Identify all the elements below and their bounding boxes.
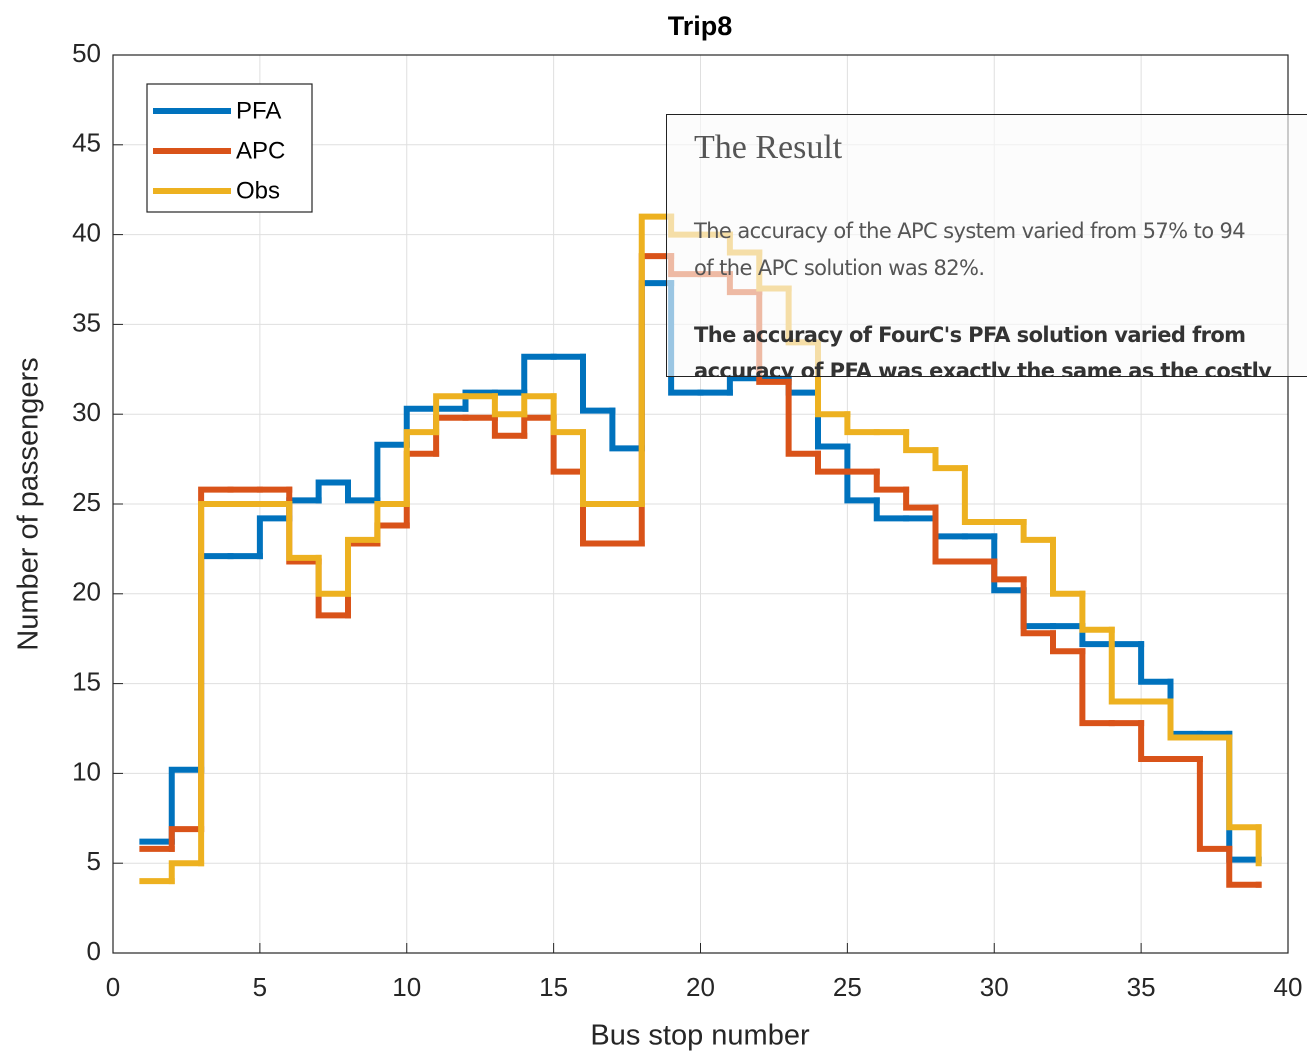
y-tick-label: 25 (72, 487, 101, 517)
x-tick-label: 0 (106, 972, 120, 1002)
step (903, 429, 939, 454)
step (1226, 734, 1262, 831)
step (1079, 648, 1115, 727)
step (286, 501, 322, 561)
step (1167, 698, 1203, 741)
step (315, 479, 351, 504)
step (374, 441, 410, 504)
y-tick-label: 15 (72, 666, 101, 696)
x-tick-label: 40 (1274, 972, 1303, 1002)
step (844, 411, 880, 436)
step (726, 375, 763, 396)
legend-label: Obs (236, 177, 280, 204)
popup-text: The accuracy of the APC system varied fr… (694, 219, 1246, 243)
step (374, 501, 410, 543)
step (1050, 536, 1086, 597)
step (491, 393, 528, 418)
step (844, 443, 880, 504)
y-tick-label: 45 (72, 128, 101, 158)
step (521, 393, 557, 418)
step (1226, 845, 1262, 888)
step (991, 558, 1027, 583)
x-tick-label: 15 (539, 972, 568, 1002)
step (580, 353, 616, 414)
step (991, 533, 1027, 594)
step (550, 414, 586, 475)
step (638, 213, 675, 507)
x-tick-label: 30 (980, 972, 1009, 1002)
y-tick-label: 5 (87, 846, 101, 876)
step (785, 378, 821, 457)
step (873, 497, 910, 522)
axes-box (112, 54, 1289, 954)
y-tick-label: 30 (72, 397, 101, 427)
step (609, 407, 645, 452)
step (168, 766, 205, 845)
popup-text: accuracy of PFA was exactly the same as … (694, 359, 1272, 377)
legend-label: APC (236, 137, 285, 164)
step (403, 429, 440, 507)
x-tick-label: 20 (686, 972, 715, 1002)
step (550, 393, 586, 436)
x-tick-label: 35 (1127, 972, 1156, 1002)
step (168, 860, 205, 885)
step (903, 486, 939, 511)
step (932, 504, 968, 565)
popup-text: of the APC solution was 82%. (694, 256, 985, 280)
x-axis-label: Bus stop number (590, 1020, 810, 1052)
result-popup: The Result The accuracy of the APC syste… (666, 114, 1307, 377)
step (580, 429, 616, 507)
step (462, 389, 498, 412)
step (256, 515, 293, 560)
step (315, 554, 351, 597)
step (1196, 756, 1233, 852)
step (1020, 518, 1056, 543)
y-tick-label: 10 (72, 756, 101, 786)
y-tick-label: 40 (72, 217, 101, 247)
step (1079, 590, 1115, 633)
step (1050, 630, 1086, 655)
y-axis-label: Number of passengers (13, 357, 45, 650)
legend: PFA APC Obs (146, 83, 313, 213)
y-tick-label: 0 (87, 936, 101, 966)
step (1020, 576, 1056, 637)
step (521, 353, 557, 396)
y-tick-label: 50 (72, 38, 101, 68)
x-tick-label: 10 (392, 972, 421, 1002)
step (433, 393, 469, 436)
legend-label: PFA (236, 97, 281, 124)
y-tick-label: 35 (72, 307, 101, 337)
step (198, 501, 234, 867)
step (815, 450, 851, 475)
step (1138, 641, 1174, 685)
step (1138, 720, 1174, 763)
step (1108, 626, 1145, 705)
popup-text: The accuracy of FourC's PFA solution var… (694, 323, 1246, 347)
step (873, 468, 910, 493)
step (961, 465, 998, 525)
step (345, 536, 381, 597)
step (521, 414, 557, 439)
chart-title: Trip8 (668, 11, 733, 41)
step (932, 447, 968, 472)
y-tick-label: 20 (72, 577, 101, 607)
popup-title: The Result (694, 129, 843, 166)
step (345, 479, 381, 504)
x-tick-label: 25 (833, 972, 862, 1002)
x-tick-label: 5 (253, 972, 267, 1002)
step (491, 414, 528, 439)
step (168, 826, 205, 852)
